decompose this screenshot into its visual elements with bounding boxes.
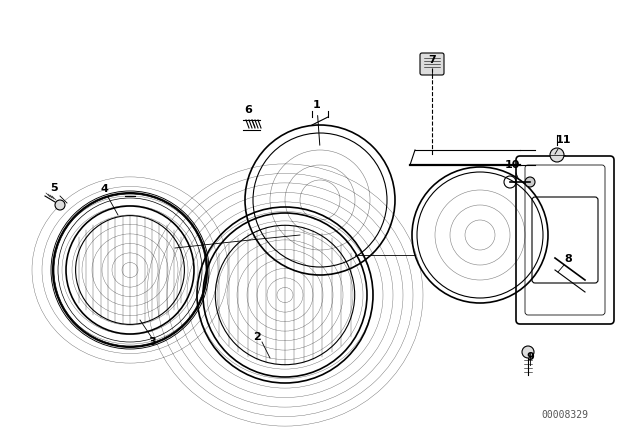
Text: 00008329: 00008329 — [541, 410, 589, 420]
Text: 1: 1 — [313, 100, 321, 145]
Text: 11: 11 — [556, 135, 571, 145]
Text: 4: 4 — [100, 184, 108, 194]
Text: 6: 6 — [244, 105, 252, 115]
Text: 9: 9 — [526, 352, 534, 362]
Circle shape — [55, 200, 65, 210]
Text: 3: 3 — [148, 337, 156, 347]
Text: 2: 2 — [253, 332, 260, 342]
Circle shape — [522, 346, 534, 358]
Text: 10: 10 — [504, 160, 520, 170]
Text: 8: 8 — [564, 254, 572, 264]
Text: 5: 5 — [50, 183, 58, 193]
FancyBboxPatch shape — [420, 53, 444, 75]
Circle shape — [525, 177, 535, 187]
Circle shape — [550, 148, 564, 162]
Text: 7: 7 — [428, 55, 436, 65]
